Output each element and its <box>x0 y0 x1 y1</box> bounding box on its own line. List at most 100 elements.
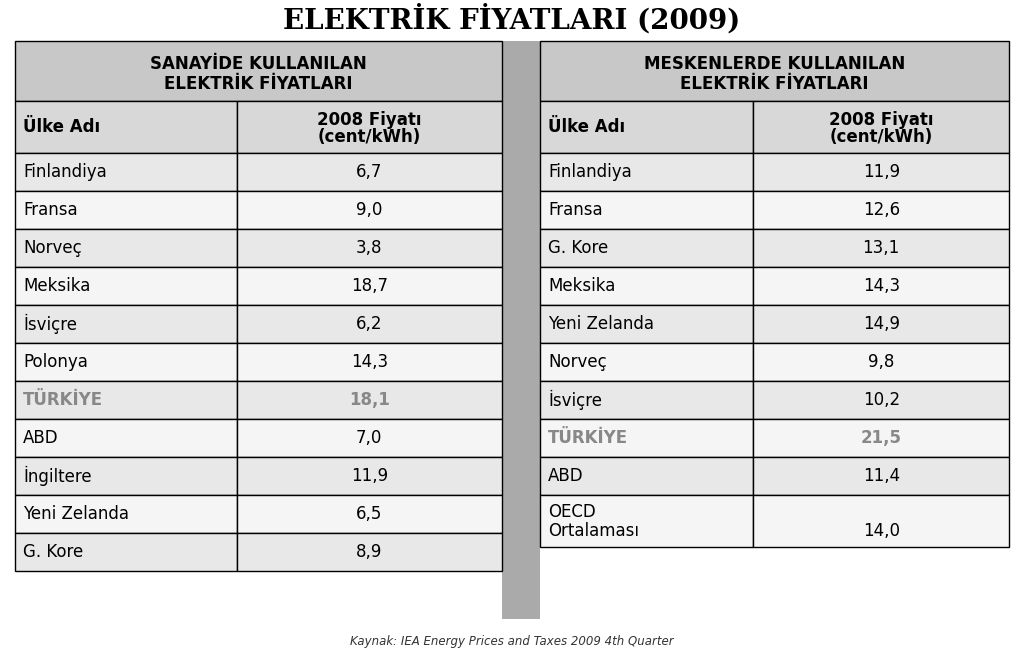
Bar <box>15 229 237 267</box>
Text: OECD: OECD <box>548 503 596 521</box>
Bar <box>15 41 502 101</box>
Text: 6,2: 6,2 <box>356 315 383 333</box>
Text: Norveç: Norveç <box>548 353 607 371</box>
Bar <box>15 381 237 419</box>
Text: 21,5: 21,5 <box>861 429 902 447</box>
Text: 2008 Fiyatı: 2008 Fiyatı <box>829 111 934 128</box>
Bar <box>237 457 502 495</box>
Bar <box>540 495 754 547</box>
Text: Meksika: Meksika <box>548 277 615 295</box>
Bar <box>540 267 754 305</box>
Text: İsviçre: İsviçre <box>548 390 602 410</box>
Bar <box>15 495 237 533</box>
Text: 12,6: 12,6 <box>862 201 900 219</box>
Bar <box>540 457 754 495</box>
Text: 2008 Fiyatı: 2008 Fiyatı <box>317 111 422 128</box>
Bar <box>502 41 540 619</box>
Text: 10,2: 10,2 <box>862 391 900 409</box>
Bar <box>754 305 1009 343</box>
Bar <box>237 533 502 571</box>
Text: Fransa: Fransa <box>23 201 78 219</box>
Text: Ülke Adı: Ülke Adı <box>548 118 625 136</box>
Text: 8,9: 8,9 <box>356 543 383 561</box>
Text: ELEKTRİK FİYATLARI: ELEKTRİK FİYATLARI <box>164 75 352 93</box>
Text: 11,9: 11,9 <box>351 467 388 485</box>
Bar <box>754 457 1009 495</box>
Text: 6,5: 6,5 <box>356 505 383 523</box>
Bar <box>754 267 1009 305</box>
Bar <box>15 419 237 457</box>
Text: 18,1: 18,1 <box>349 391 390 409</box>
Text: ELEKTRİK FİYATLARI (2009): ELEKTRİK FİYATLARI (2009) <box>284 4 740 34</box>
Text: Kaynak: IEA Energy Prices and Taxes 2009 4th Quarter: Kaynak: IEA Energy Prices and Taxes 2009… <box>350 634 674 648</box>
Text: 7,0: 7,0 <box>356 429 383 447</box>
Bar <box>15 533 237 571</box>
Text: SANAYİDE KULLANILAN: SANAYİDE KULLANILAN <box>151 55 367 73</box>
Text: Yeni Zelanda: Yeni Zelanda <box>548 315 654 333</box>
Bar <box>540 101 754 153</box>
Bar <box>237 343 502 381</box>
Text: ELEKTRİK FİYATLARI: ELEKTRİK FİYATLARI <box>680 75 868 93</box>
Text: 9,0: 9,0 <box>356 201 383 219</box>
Text: İngiltere: İngiltere <box>23 466 91 486</box>
Bar <box>540 305 754 343</box>
Text: Ülke Adı: Ülke Adı <box>23 118 100 136</box>
Bar <box>15 457 237 495</box>
Text: 13,1: 13,1 <box>862 239 900 257</box>
Text: ABD: ABD <box>548 467 584 485</box>
Bar <box>15 267 237 305</box>
Bar <box>237 495 502 533</box>
Bar <box>754 229 1009 267</box>
Bar <box>540 229 754 267</box>
Text: Ortalaması: Ortalaması <box>548 522 639 541</box>
Text: (cent/kWh): (cent/kWh) <box>317 128 421 147</box>
Text: 14,3: 14,3 <box>862 277 900 295</box>
Bar <box>237 305 502 343</box>
Bar <box>15 101 237 153</box>
Bar <box>15 305 237 343</box>
Bar <box>237 381 502 419</box>
Bar <box>540 343 754 381</box>
Text: TÜRKİYE: TÜRKİYE <box>23 391 103 409</box>
Bar <box>754 153 1009 191</box>
Bar <box>540 191 754 229</box>
Text: TÜRKİYE: TÜRKİYE <box>548 429 628 447</box>
Bar <box>237 267 502 305</box>
Bar <box>754 419 1009 457</box>
Text: G. Kore: G. Kore <box>548 239 608 257</box>
Bar <box>754 343 1009 381</box>
Text: G. Kore: G. Kore <box>23 543 83 561</box>
Bar <box>15 191 237 229</box>
Text: Meksika: Meksika <box>23 277 90 295</box>
Bar <box>540 419 754 457</box>
Text: 11,4: 11,4 <box>862 467 900 485</box>
Bar <box>237 419 502 457</box>
Text: 14,0: 14,0 <box>862 522 900 541</box>
Text: 9,8: 9,8 <box>868 353 894 371</box>
Text: 3,8: 3,8 <box>356 239 383 257</box>
Text: 18,7: 18,7 <box>351 277 388 295</box>
Text: MESKENLERDE KULLANILAN: MESKENLERDE KULLANILAN <box>644 55 905 73</box>
Bar <box>754 191 1009 229</box>
Bar <box>754 495 1009 547</box>
Bar <box>237 229 502 267</box>
Text: 6,7: 6,7 <box>356 163 383 181</box>
Bar <box>754 381 1009 419</box>
Text: ABD: ABD <box>23 429 58 447</box>
Bar <box>540 381 754 419</box>
Text: Norveç: Norveç <box>23 239 82 257</box>
Text: 11,9: 11,9 <box>862 163 900 181</box>
Bar <box>15 153 237 191</box>
Text: (cent/kWh): (cent/kWh) <box>829 128 933 147</box>
Bar <box>754 101 1009 153</box>
Bar <box>237 153 502 191</box>
Text: İsviçre: İsviçre <box>23 314 77 334</box>
Text: 14,9: 14,9 <box>862 315 900 333</box>
Bar <box>237 191 502 229</box>
Text: Yeni Zelanda: Yeni Zelanda <box>23 505 129 523</box>
Bar <box>237 101 502 153</box>
Bar <box>15 343 237 381</box>
Text: Finlandiya: Finlandiya <box>23 163 106 181</box>
Bar <box>540 41 1009 101</box>
Text: Finlandiya: Finlandiya <box>548 163 632 181</box>
